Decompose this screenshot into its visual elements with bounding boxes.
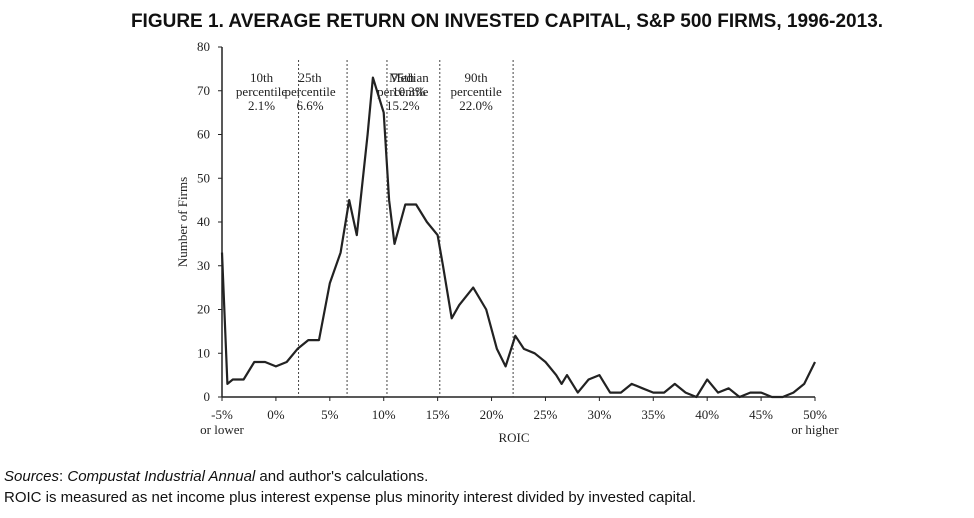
sources-part: and author's calculations. [255, 468, 428, 485]
sources: Sources: Compustat Industrial Annual and… [4, 468, 428, 485]
percentile-label: percentile [450, 84, 501, 99]
y-tick-label: 10 [197, 345, 210, 360]
percentile-label: percentile [377, 84, 428, 99]
percentile-label: 2.1% [248, 98, 275, 113]
x-tick-label: 50% [803, 407, 827, 422]
x-tick-label: 25% [534, 407, 558, 422]
x-tick-label: 15% [426, 407, 450, 422]
y-tick-label: 60 [197, 127, 210, 142]
y-tick-label: 20 [197, 302, 210, 317]
percentile-label: percentile [236, 84, 287, 99]
x-tick-label: 30% [587, 407, 611, 422]
x-tick-label: 5% [321, 407, 339, 422]
percentile-label: 75th [391, 70, 415, 85]
percentile-label: 90th [465, 70, 489, 85]
note: ROIC is measured as net income plus inte… [4, 489, 696, 506]
percentile-label: 22.0% [459, 98, 493, 113]
y-tick-label: 0 [204, 389, 211, 404]
y-tick-label: 70 [197, 83, 210, 98]
percentile-label: 6.6% [297, 98, 324, 113]
y-axis-label: Number of Firms [175, 177, 190, 267]
percentile-label: 15.2% [386, 98, 420, 113]
x-tick-label: 45% [749, 407, 773, 422]
x-axis-label: ROIC [498, 430, 529, 445]
percentile-label: percentile [284, 84, 335, 99]
percentile-label: 10th [250, 70, 274, 85]
x-tick-label: 40% [695, 407, 719, 422]
sources-part: : [59, 468, 67, 485]
x-tick-sublabel: or higher [791, 422, 839, 437]
y-tick-label: 40 [197, 214, 210, 229]
sources-part: Sources [4, 468, 60, 485]
data-line [220, 76, 816, 399]
chart-title: FIGURE 1. AVERAGE RETURN ON INVESTED CAP… [131, 11, 883, 32]
percentile-label: 25th [299, 70, 323, 85]
x-tick-label: 35% [641, 407, 665, 422]
x-tick-label: 0% [267, 407, 285, 422]
y-tick-label: 80 [197, 39, 210, 54]
y-tick-label: 30 [197, 258, 210, 273]
x-tick-label: -5% [211, 407, 233, 422]
x-tick-sublabel: or lower [200, 422, 244, 437]
x-tick-label: 20% [480, 407, 504, 422]
x-tick-label: 10% [372, 407, 396, 422]
percentile-label: 10.3% [392, 84, 426, 99]
y-tick-label: 50 [197, 170, 210, 185]
sources-part: Compustat Industrial Annual [67, 468, 256, 485]
percentile-label: Median [389, 70, 429, 85]
